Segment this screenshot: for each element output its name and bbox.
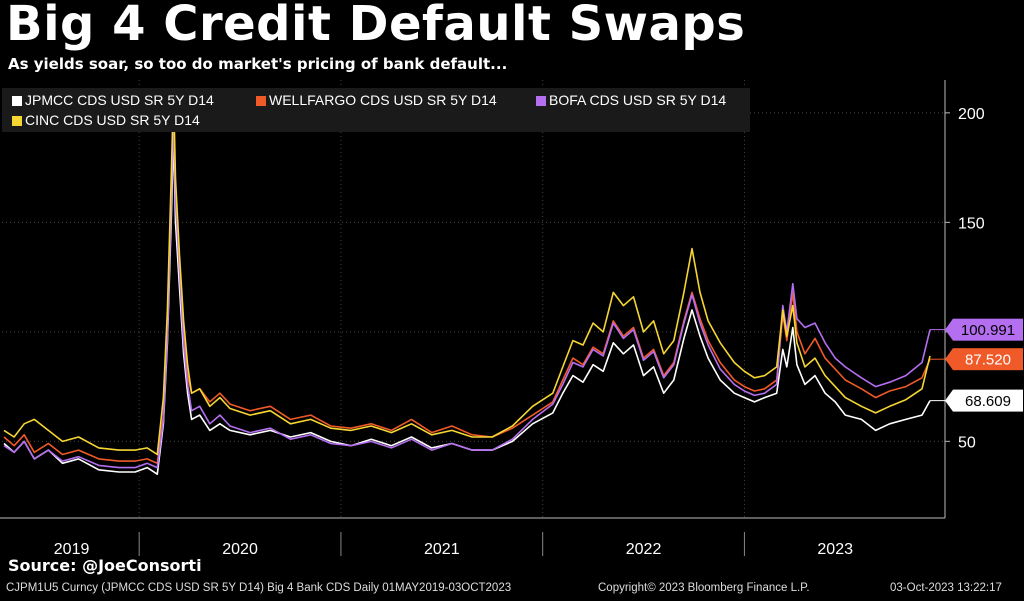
legend-item-cinc: CINC CDS USD SR 5Y D14 (12, 112, 200, 128)
legend-swatch-cinc (12, 116, 22, 126)
x-tick-label-2020: 2020 (222, 541, 258, 558)
chart-title: Big 4 Credit Default Swaps (6, 0, 746, 52)
y-tick-label-50: 50 (958, 434, 976, 451)
y-tick-label-200: 200 (958, 106, 985, 123)
value-label-pointer-0 (945, 389, 953, 412)
legend-swatch-jpmcc (12, 96, 22, 106)
value-label-box-0 (953, 389, 1023, 412)
legend-label-wellfargo: WELLFARGO CDS USD SR 5Y D14 (269, 92, 497, 108)
series-line-3 (3, 90, 931, 456)
legend-label-bofa: BOFA CDS USD SR 5Y D14 (549, 92, 727, 108)
legend-item-jpmcc: JPMCC CDS USD SR 5Y D14 (12, 92, 214, 108)
value-label-0: 68.609 (965, 393, 1011, 410)
series-line-2 (3, 116, 931, 469)
legend-label-cinc: CINC CDS USD SR 5Y D14 (25, 112, 200, 128)
legend-swatch-bofa (536, 96, 546, 106)
value-label-box-1 (953, 348, 1023, 371)
x-tick-label-2022: 2022 (626, 541, 662, 558)
value-label-2: 100.991 (961, 322, 1015, 339)
footer-ticker: CJPM1U5 Curncy (JPMCC CDS USD SR 5Y D14)… (6, 582, 512, 594)
series-line-1 (3, 101, 931, 465)
legend: JPMCC CDS USD SR 5Y D14 WELLFARGO CDS US… (2, 88, 750, 132)
legend-item-bofa: BOFA CDS USD SR 5Y D14 (536, 92, 726, 108)
x-tick-label-2021: 2021 (424, 541, 460, 558)
value-label-pointer-2 (945, 318, 953, 341)
value-label-box-2 (953, 318, 1023, 341)
legend-swatch-wellfargo (256, 96, 266, 106)
value-label-pointer-1 (945, 348, 953, 371)
source-credit: Source: @JoeConsorti (8, 556, 202, 575)
legend-item-wellfargo: WELLFARGO CDS USD SR 5Y D14 (256, 92, 497, 108)
value-label-1: 87.520 (965, 352, 1011, 369)
legend-label-jpmcc: JPMCC CDS USD SR 5Y D14 (25, 92, 214, 108)
chart-subtitle: As yields soar, so too do market's prici… (8, 55, 508, 73)
x-tick-label-2019: 2019 (54, 541, 90, 558)
footer-timestamp: 03-Oct-2023 13:22:17 (890, 582, 1002, 594)
y-tick-label-150: 150 (958, 215, 985, 232)
footer-copyright: Copyright© 2023 Bloomberg Finance L.P. (598, 582, 810, 594)
x-tick-label-2023: 2023 (817, 541, 853, 558)
